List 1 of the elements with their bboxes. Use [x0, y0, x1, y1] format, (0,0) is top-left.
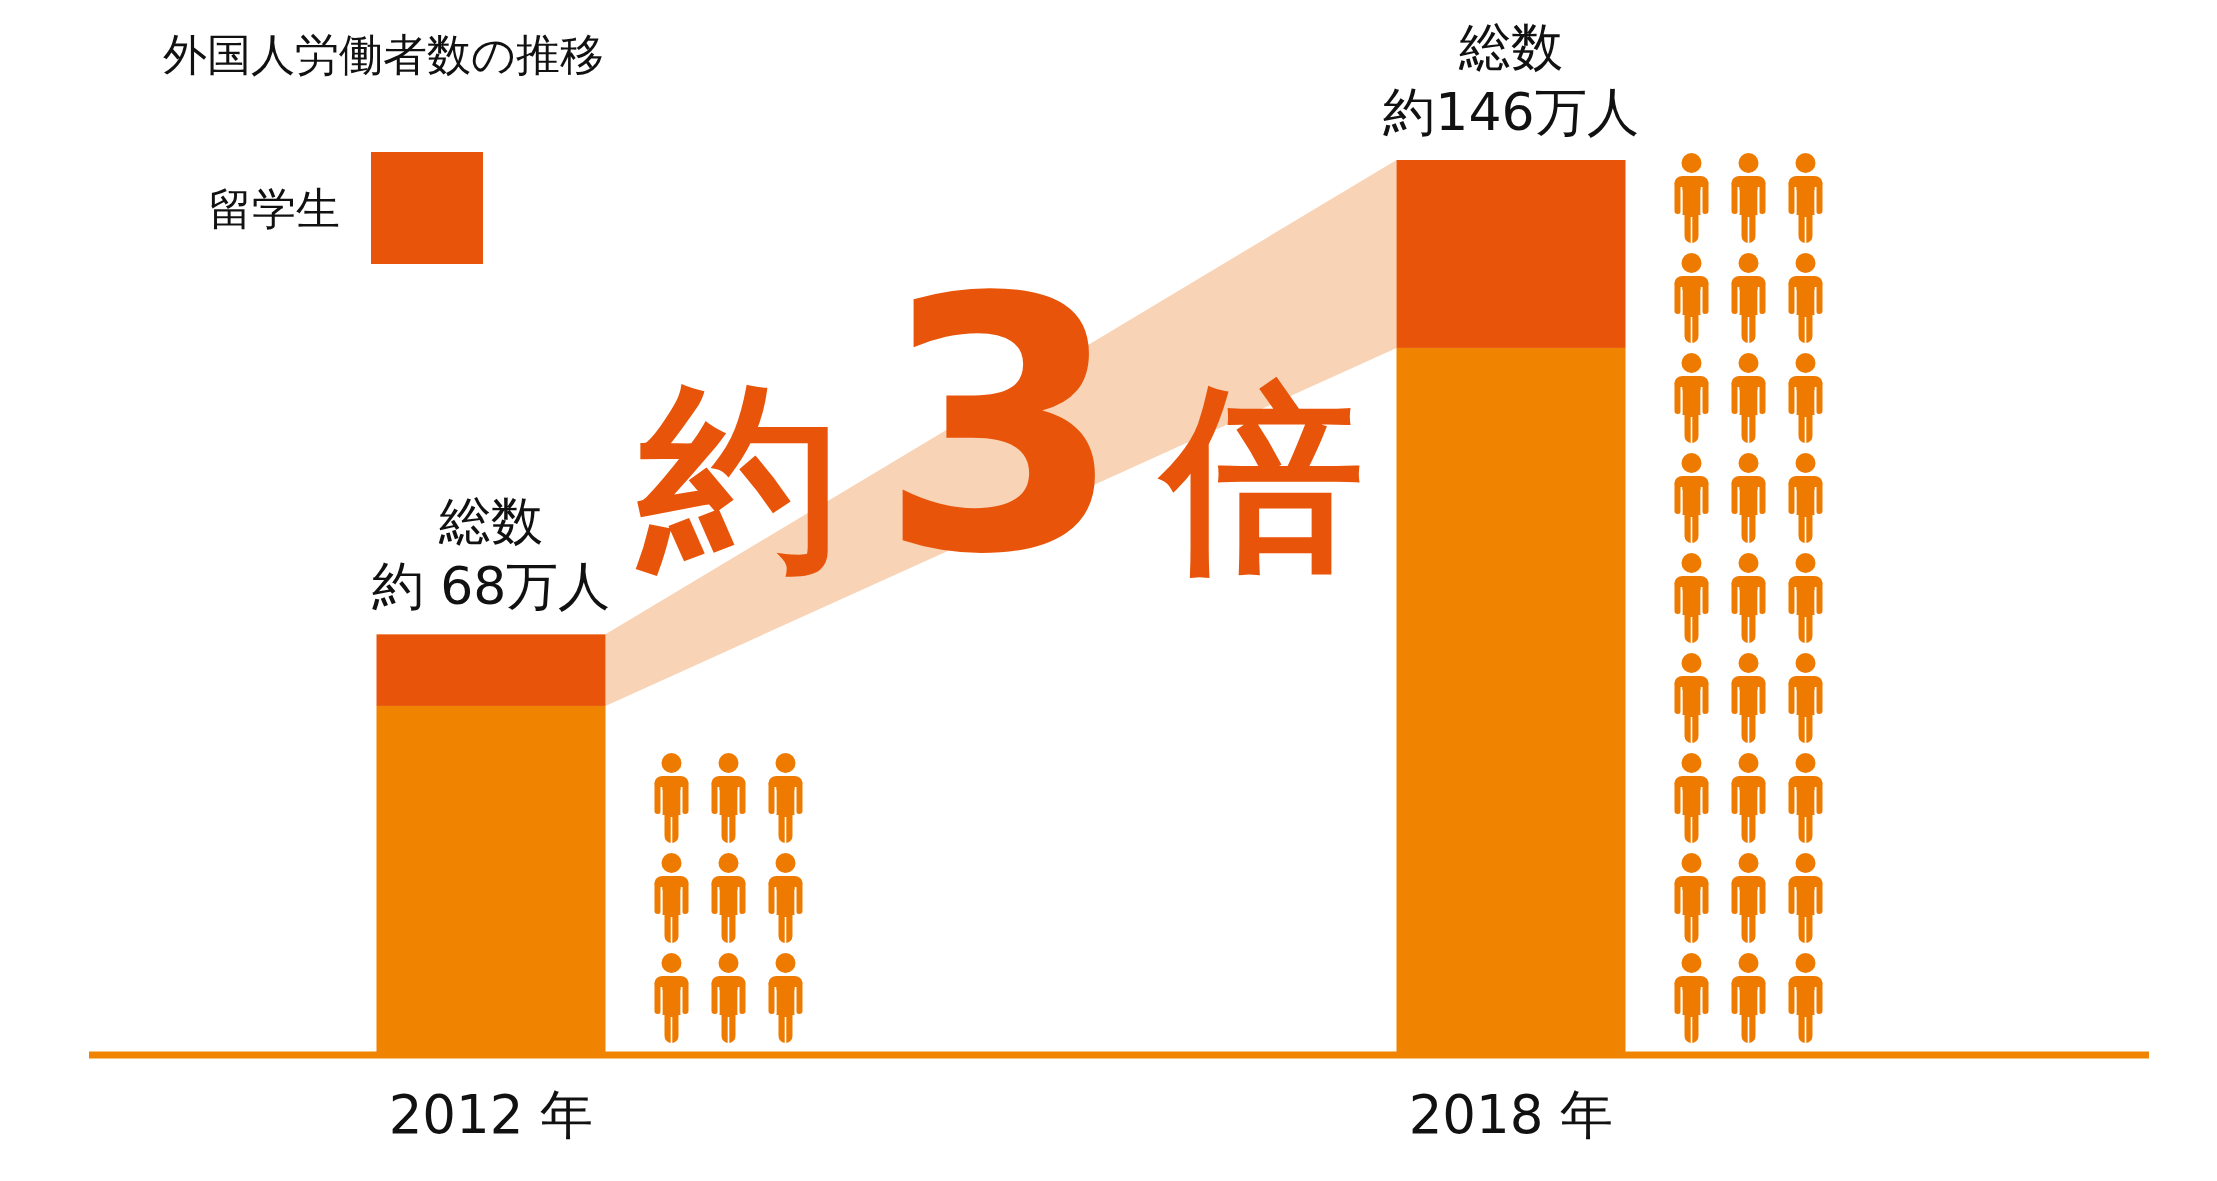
- title: 外国人労働者数の推移: [163, 29, 604, 80]
